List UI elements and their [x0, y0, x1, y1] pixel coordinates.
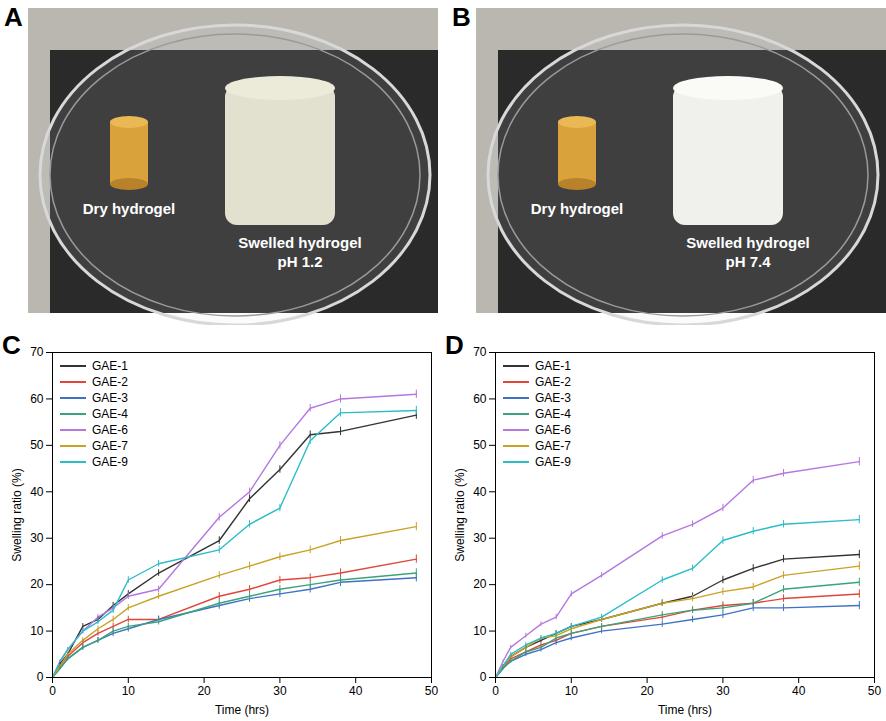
svg-text:pH 1.2: pH 1.2 [277, 253, 322, 270]
html-text:GAE-7: GAE-7 [92, 439, 128, 453]
svg-text:50: 50 [868, 684, 882, 698]
svg-text:Time (hrs): Time (hrs) [215, 703, 269, 717]
svg-text:50: 50 [473, 438, 487, 452]
svg-text:40: 40 [30, 485, 44, 499]
svg-text:60: 60 [30, 392, 44, 406]
svg-text:50: 50 [425, 684, 439, 698]
html-text:GAE-2: GAE-2 [535, 375, 571, 389]
svg-text:B: B [452, 2, 471, 32]
html-text:GAE-9: GAE-9 [535, 455, 571, 469]
svg-text:Swelling ratio (%): Swelling ratio (%) [453, 468, 467, 561]
svg-text:Dry hydrogel: Dry hydrogel [531, 200, 624, 217]
svg-text:60: 60 [473, 392, 487, 406]
svg-text:20: 20 [640, 684, 654, 698]
svg-text:40: 40 [792, 684, 806, 698]
html-text:GAE-4: GAE-4 [92, 407, 128, 421]
html-text:GAE-1: GAE-1 [535, 359, 571, 373]
svg-text:Swelled hydrogel: Swelled hydrogel [686, 234, 809, 251]
svg-text:30: 30 [30, 531, 44, 545]
svg-text:20: 20 [30, 577, 44, 591]
svg-text:Swelling ratio (%): Swelling ratio (%) [10, 468, 24, 561]
html-text:GAE-9: GAE-9 [92, 455, 128, 469]
html-text:GAE-4: GAE-4 [535, 407, 571, 421]
html-text:GAE-7: GAE-7 [535, 439, 571, 453]
svg-text:Dry hydrogel: Dry hydrogel [83, 200, 176, 217]
svg-text:0: 0 [492, 684, 499, 698]
svg-text:40: 40 [349, 684, 363, 698]
svg-text:30: 30 [473, 531, 487, 545]
svg-text:20: 20 [473, 577, 487, 591]
svg-text:30: 30 [716, 684, 730, 698]
svg-text:A: A [4, 2, 23, 32]
svg-text:pH 7.4: pH 7.4 [725, 253, 771, 270]
html-text:GAE-6: GAE-6 [535, 423, 571, 437]
svg-text:0: 0 [480, 670, 487, 684]
svg-text:40: 40 [473, 485, 487, 499]
svg-text:Time (hrs): Time (hrs) [658, 703, 712, 717]
svg-text:10: 10 [122, 684, 136, 698]
html-text:GAE-3: GAE-3 [92, 391, 128, 405]
svg-text:0: 0 [49, 684, 56, 698]
html-text:GAE-3: GAE-3 [535, 391, 571, 405]
svg-text:10: 10 [30, 624, 44, 638]
svg-text:70: 70 [473, 345, 487, 359]
svg-text:10: 10 [473, 624, 487, 638]
svg-text:20: 20 [197, 684, 211, 698]
svg-text:10: 10 [565, 684, 579, 698]
svg-text:Swelled hydrogel: Swelled hydrogel [238, 234, 361, 251]
svg-text:30: 30 [273, 684, 287, 698]
html-text:GAE-6: GAE-6 [92, 423, 128, 437]
svg-text:70: 70 [30, 345, 44, 359]
html-text:GAE-2: GAE-2 [92, 375, 128, 389]
html-text:GAE-1: GAE-1 [92, 359, 128, 373]
html-text:D: D [445, 330, 464, 360]
svg-text:50: 50 [30, 438, 44, 452]
html-text:C: C [2, 330, 21, 360]
svg-text:0: 0 [37, 670, 44, 684]
